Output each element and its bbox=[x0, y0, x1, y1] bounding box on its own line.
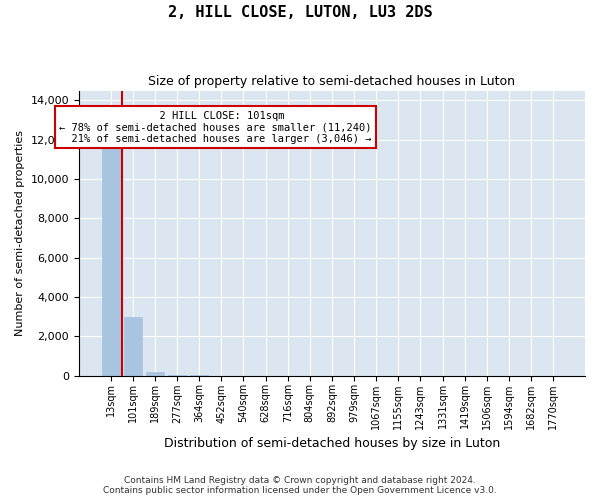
Bar bbox=[102, 114, 119, 376]
Text: 2, HILL CLOSE, LUTON, LU3 2DS: 2, HILL CLOSE, LUTON, LU3 2DS bbox=[167, 5, 433, 20]
Bar bbox=[146, 372, 164, 376]
Text: Contains HM Land Registry data © Crown copyright and database right 2024.
Contai: Contains HM Land Registry data © Crown c… bbox=[103, 476, 497, 495]
Y-axis label: Number of semi-detached properties: Number of semi-detached properties bbox=[15, 130, 25, 336]
Bar bbox=[124, 317, 142, 376]
X-axis label: Distribution of semi-detached houses by size in Luton: Distribution of semi-detached houses by … bbox=[164, 437, 500, 450]
Text: 2 HILL CLOSE: 101sqm
← 78% of semi-detached houses are smaller (11,240)
  21% of: 2 HILL CLOSE: 101sqm ← 78% of semi-detac… bbox=[59, 110, 372, 144]
Title: Size of property relative to semi-detached houses in Luton: Size of property relative to semi-detach… bbox=[148, 75, 515, 88]
